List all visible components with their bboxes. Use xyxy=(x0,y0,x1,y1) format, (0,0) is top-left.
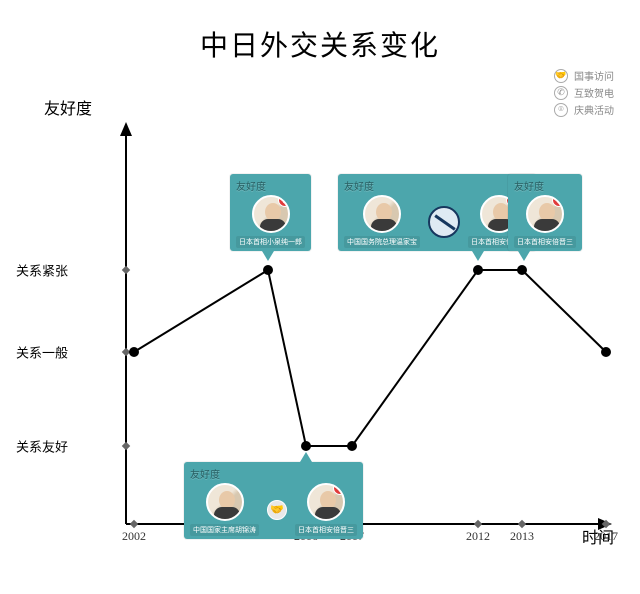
legend-label: 庆典活动 xyxy=(574,102,614,117)
portrait-caption: 日本首相小泉纯一郎 xyxy=(236,236,305,248)
callout-pointer xyxy=(300,452,312,462)
callout-pointer xyxy=(262,251,274,261)
y-axis-label: 友好度 xyxy=(44,95,92,119)
callout-c2005: 友好度 5 日本首相小泉纯一郎 xyxy=(230,174,311,251)
no-entry-icon xyxy=(428,206,460,238)
portrait-caption: 日本首相安倍晋三 xyxy=(514,236,576,248)
score-badge: 0 xyxy=(333,483,345,495)
chart-title: 中日外交关系变化 xyxy=(0,24,640,64)
callout-c2013: 友好度 2 日本首相安倍晋三 xyxy=(508,174,582,251)
legend-label: 国事访问 xyxy=(574,68,614,83)
portrait xyxy=(206,483,244,521)
legend-label: 互致贺电 xyxy=(574,85,614,100)
x-tick-label: 2017 xyxy=(594,529,618,544)
score-badge: 5 xyxy=(278,195,290,207)
handshake-icon: 🤝 xyxy=(267,500,287,520)
legend-icon: ✆ xyxy=(554,86,568,100)
x-tick-label: 2002 xyxy=(122,529,146,544)
portrait: 2 xyxy=(526,195,564,233)
score-badge: 2 xyxy=(552,195,564,207)
callout-pointer xyxy=(472,251,484,261)
portrait-caption: 中国国务院总理温家宝 xyxy=(344,236,420,248)
legend-item: 🤝 国事访问 xyxy=(554,68,614,83)
legend: 🤝 国事访问 ✆ 互致贺电 ⌾ 庆典活动 xyxy=(554,66,614,119)
callout-title: 友好度 xyxy=(344,178,374,193)
callout-c2012: 友好度中国国务院总理温家宝0日本首相安倍晋三 xyxy=(338,174,536,251)
portrait: 0 xyxy=(307,483,345,521)
portrait: 5 xyxy=(252,195,290,233)
callout-title: 友好度 xyxy=(236,178,266,193)
y-tick-label: 关系紧张 xyxy=(14,261,68,280)
callout-title: 友好度 xyxy=(190,466,220,481)
x-tick-label: 2012 xyxy=(466,529,490,544)
callout-title: 友好度 xyxy=(514,178,544,193)
callout-pointer xyxy=(518,251,530,261)
portrait-caption: 日本首相安倍晋三 xyxy=(295,524,357,536)
x-tick-label: 2013 xyxy=(510,529,534,544)
legend-item: ✆ 互致贺电 xyxy=(554,85,614,100)
callout-c2006: 友好度中国国家主席胡锦涛 🤝 0 日本首相安倍晋三 xyxy=(184,462,363,539)
legend-icon: ⌾ xyxy=(554,103,568,117)
legend-icon: 🤝 xyxy=(554,69,568,83)
chart-area: 关系紧张关系一般关系友好200220062007201220132017友好度5… xyxy=(70,120,610,540)
legend-item: ⌾ 庆典活动 xyxy=(554,102,614,117)
y-tick-label: 关系友好 xyxy=(14,437,68,456)
y-tick-label: 关系一般 xyxy=(14,343,68,362)
portrait-caption: 中国国家主席胡锦涛 xyxy=(190,524,259,536)
portrait xyxy=(363,195,401,233)
